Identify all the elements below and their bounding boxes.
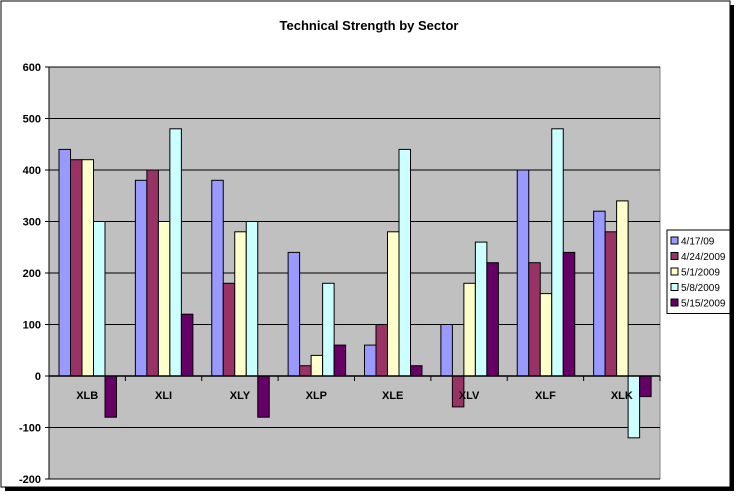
chart-title: Technical Strength by Sector <box>280 18 459 33</box>
bar <box>333 344 347 377</box>
bar <box>134 179 148 377</box>
bar <box>180 313 194 377</box>
bar <box>169 128 182 377</box>
bar <box>639 375 652 398</box>
y-tick-label: 300 <box>23 217 41 229</box>
bar <box>516 169 530 377</box>
y-tick-label: 500 <box>23 114 41 126</box>
legend-label: 5/15/2009 <box>681 299 726 310</box>
y-tick-label: 200 <box>23 268 41 280</box>
x-tick-label: XLB <box>76 390 98 402</box>
bar <box>474 241 488 377</box>
bar <box>604 231 618 377</box>
legend-label: 4/24/2009 <box>681 252 726 263</box>
legend-label: 5/8/2009 <box>681 283 720 294</box>
x-tick-label: XLE <box>382 390 403 402</box>
legend: 4/17/09 4/24/2009 5/1/2009 5/8/2009 5/15/200… <box>666 229 731 314</box>
x-tick-label: XLV <box>459 390 480 402</box>
bar <box>81 159 94 377</box>
legend-swatch <box>670 298 679 307</box>
y-tick-label: 400 <box>23 165 41 177</box>
x-tick-label: XLY <box>230 390 251 402</box>
bar <box>70 159 83 377</box>
bar <box>593 210 606 377</box>
bar <box>299 365 312 377</box>
bar <box>104 375 117 418</box>
bar <box>528 262 541 377</box>
legend-swatch <box>670 236 679 245</box>
bar <box>310 354 324 377</box>
bar <box>463 282 476 377</box>
legend-swatch <box>670 283 679 291</box>
bar <box>234 231 247 377</box>
bar <box>93 221 106 377</box>
bar <box>539 293 553 377</box>
bar <box>562 251 576 377</box>
bar <box>387 231 400 377</box>
legend-label: 4/17/09 <box>681 237 715 248</box>
y-tick-label: 600 <box>23 62 41 74</box>
bar <box>257 375 270 418</box>
bar <box>287 251 301 377</box>
y-tick-label: -200 <box>19 474 41 486</box>
bar <box>364 344 377 377</box>
bar <box>616 200 629 377</box>
bar <box>410 365 423 377</box>
bar <box>322 282 335 377</box>
y-tick-label: 100 <box>23 320 41 332</box>
x-tick-label: XLK <box>611 390 633 402</box>
x-tick-label: XLP <box>306 390 327 402</box>
bar <box>211 179 224 377</box>
legend-swatch <box>670 252 679 260</box>
bar <box>551 128 564 377</box>
bar <box>398 148 411 377</box>
bar <box>375 324 388 377</box>
legend-swatch <box>670 267 679 276</box>
plot-area: -200 -100 0 100 200 300 400 500 600 XLB XLI XLY XLP X… <box>19 62 661 486</box>
bar <box>627 375 641 439</box>
x-tick-label: XLF <box>535 390 556 402</box>
bar <box>58 148 71 377</box>
bar <box>245 221 259 377</box>
legend-label: 5/1/2009 <box>681 268 720 279</box>
bar <box>440 324 453 377</box>
bar <box>486 262 499 377</box>
bar <box>222 282 236 377</box>
bar <box>146 169 159 377</box>
x-tick-label: XLI <box>155 390 172 402</box>
y-tick-label: -100 <box>19 423 41 435</box>
y-tick-label: 0 <box>35 371 41 383</box>
bar <box>157 221 171 377</box>
